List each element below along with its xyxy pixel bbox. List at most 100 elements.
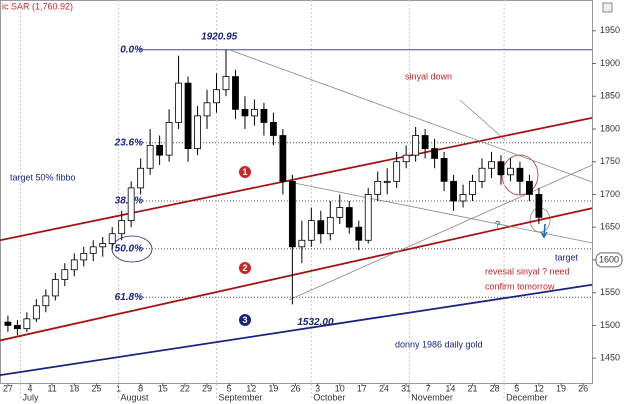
candle-body	[279, 135, 287, 182]
month-label: September	[219, 392, 263, 402]
candle-body	[393, 161, 401, 182]
marker-label: 1	[242, 167, 247, 177]
candle-body	[402, 154, 410, 163]
price-marker-box	[595, 252, 623, 268]
marker-circle	[239, 166, 251, 178]
candle-body	[118, 220, 126, 235]
candle-body	[165, 122, 173, 156]
candle-body	[23, 318, 31, 330]
candle-body	[241, 108, 249, 117]
month-label: August	[121, 392, 150, 402]
x-tick-label: 25	[91, 383, 101, 393]
candle-body	[232, 76, 239, 110]
candle-body	[194, 115, 201, 150]
x-tick-label: 24	[379, 383, 389, 393]
x-tick-label: 21	[468, 383, 478, 393]
fib-label: 61.8%	[115, 292, 143, 303]
y-tick-label: 1500	[600, 320, 620, 330]
candle-body	[478, 167, 486, 182]
fib-label: 23.6%	[114, 137, 143, 148]
candle-body	[51, 279, 59, 297]
candle-body	[431, 148, 438, 159]
candle-body	[61, 269, 69, 280]
pointer-line	[459, 99, 506, 141]
fib-label: 0.0%	[120, 44, 143, 55]
x-tick-label: 7	[426, 383, 431, 393]
candle-body	[336, 207, 344, 218]
price-marker-label: 1600	[599, 254, 619, 264]
y-tick-label: 1900	[600, 58, 620, 68]
candle-body	[108, 233, 116, 244]
trend-line	[0, 283, 593, 377]
candle-body	[326, 216, 334, 235]
candle-body	[459, 194, 467, 202]
candle-body	[288, 180, 296, 248]
candle-body	[222, 76, 230, 91]
candle-body	[4, 321, 12, 326]
y-tick-label: 1950	[600, 25, 620, 35]
x-tick-label: 27	[3, 383, 13, 393]
candle-body	[355, 226, 363, 241]
candle-body	[507, 167, 514, 176]
candle-body	[450, 180, 457, 202]
x-tick-label: 22	[180, 383, 190, 393]
marker-label: 2	[242, 263, 247, 273]
annotation: sinyal down	[405, 71, 452, 81]
candle-body	[307, 220, 315, 241]
high-label: 1920.95	[201, 31, 238, 42]
x-tick-label: 15	[158, 383, 168, 393]
chart-title: ic SAR (1,760.92)	[2, 1, 73, 11]
marker-circle	[239, 314, 251, 326]
annotation: confirm tomorrow	[485, 281, 555, 291]
trend-line	[229, 49, 593, 183]
x-tick-label: 19	[556, 383, 566, 393]
x-tick-label: 14	[445, 383, 455, 393]
x-tick-label: 26	[578, 383, 588, 393]
x-tick-label: 8	[138, 383, 143, 393]
month-label: October	[313, 392, 345, 402]
trend-line	[289, 181, 593, 244]
candle-body	[89, 246, 97, 254]
marker-circle	[239, 262, 251, 274]
x-tick-label: 29	[202, 383, 212, 393]
x-tick-label: 11	[47, 383, 56, 393]
candle-body	[184, 82, 192, 150]
candle-body	[421, 135, 429, 150]
y-tick-label: 1650	[600, 222, 620, 232]
x-tick-label: 12	[246, 383, 256, 393]
candle-body	[488, 161, 495, 169]
annotation: ?	[495, 219, 500, 229]
window-button[interactable]	[602, 2, 613, 13]
x-tick-label: 19	[268, 383, 278, 393]
low-label: 1532.00	[297, 317, 334, 328]
plot-area	[0, 0, 593, 384]
candle-body	[440, 158, 448, 182]
trend-line	[0, 207, 593, 342]
candle-body	[317, 220, 325, 235]
x-tick-label: 26	[291, 383, 301, 393]
x-tick-label: 18	[69, 383, 79, 393]
x-tick-label: 28	[490, 383, 500, 393]
annotation: donny 1986 daily gold	[395, 339, 483, 349]
candle-body	[412, 135, 420, 156]
candle-body	[80, 252, 88, 261]
candle-body	[298, 239, 306, 248]
candle-body	[156, 144, 164, 156]
month-label: November	[411, 392, 453, 402]
y-tick-label: 1550	[600, 287, 620, 297]
trend-line	[289, 164, 593, 301]
month-label: July	[23, 392, 40, 402]
candle-body	[137, 167, 145, 189]
candle-body	[203, 102, 211, 117]
candle-body	[535, 194, 543, 218]
candle-body	[32, 305, 40, 320]
candle-body	[345, 207, 353, 228]
y-tick-label: 1750	[600, 156, 620, 166]
x-tick-label: 31	[401, 383, 411, 393]
marker-label: 3	[242, 315, 247, 325]
annotation: target	[555, 252, 579, 262]
x-tick-label: 12	[534, 383, 544, 393]
candle-body	[127, 187, 135, 222]
candle-body	[260, 108, 268, 123]
